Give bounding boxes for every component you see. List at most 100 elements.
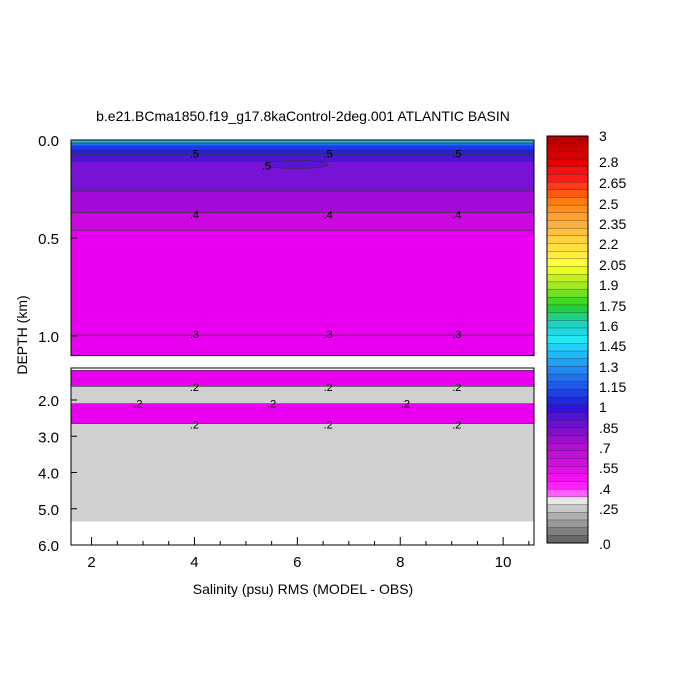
x-axis-label: Salinity (psu) RMS (MODEL - OBS) xyxy=(193,581,413,597)
colorbar-swatch xyxy=(546,304,589,314)
colorbar-label-4: 2.35 xyxy=(599,216,626,232)
upper-contour-label-1: .5 xyxy=(324,149,333,161)
upper-y-tick-label-0: 0.0 xyxy=(38,133,59,150)
colorbar-swatch xyxy=(546,435,589,444)
upper-contour-label-0: .5 xyxy=(190,149,199,161)
upper-band-1 xyxy=(71,142,534,146)
x-axis-ticks: 2 4 6 8 10 xyxy=(87,537,530,571)
colorbar-label-17: .4 xyxy=(599,481,611,497)
upper-band-8 xyxy=(71,230,534,356)
colorbar-swatch xyxy=(546,281,589,291)
upper-contour-label-6: .4 xyxy=(452,209,461,221)
colorbar-swatch xyxy=(546,404,589,413)
lower-contour-label-3: .2 xyxy=(133,399,142,411)
colorbar-label-3: 2.5 xyxy=(599,196,619,212)
colorbar-swatch xyxy=(546,204,589,214)
colorbar-label-19: .0 xyxy=(599,536,611,552)
colorbar-swatch xyxy=(546,151,589,160)
colorbar-label-6: 2.05 xyxy=(599,257,626,273)
lower-band-4 xyxy=(71,423,534,522)
colorbar-swatch xyxy=(546,135,589,145)
x-tick-label-1: 4 xyxy=(190,554,198,571)
lower-y-tick-label-0: 2.0 xyxy=(38,393,59,410)
colorbar-label-0: 3 xyxy=(599,128,607,144)
colorbar-swatch xyxy=(546,143,589,152)
upper-contour-blob xyxy=(264,160,329,169)
colorbar-swatch xyxy=(546,358,589,367)
colorbar-swatch xyxy=(546,450,589,459)
lower-contour-label-2: .2 xyxy=(452,382,461,394)
upper-band-6 xyxy=(71,190,534,213)
upper-contour-label-8: .3 xyxy=(324,329,333,341)
colorbar-swatch xyxy=(546,396,589,406)
colorbar-swatch xyxy=(546,512,589,521)
lower-contour-label-8: .2 xyxy=(452,420,461,432)
colorbar-label-18: .25 xyxy=(599,501,619,517)
colorbar-swatch xyxy=(546,343,589,352)
upper-contour-label-4: .4 xyxy=(190,209,199,221)
lower-contour-label-1: .2 xyxy=(324,382,333,394)
colorbar-swatch xyxy=(546,489,589,498)
colorbar-swatch xyxy=(546,266,589,275)
lower-y-tick-label-3: 5.0 xyxy=(38,502,59,519)
upper-panel: .5 .5 .5 .5 .4 .4 .4 .3 .3 .3 0.0 0.5 1.0 xyxy=(38,133,535,357)
colorbar-swatch xyxy=(546,158,589,168)
colorbar-swatch xyxy=(546,235,589,244)
colorbar-label-14: .85 xyxy=(599,420,619,436)
colorbar-swatch xyxy=(546,220,589,229)
colorbar-swatch xyxy=(546,373,589,383)
colorbar-label-16: .55 xyxy=(599,460,619,476)
colorbar-swatch xyxy=(546,251,589,260)
colorbar-swatch xyxy=(546,527,589,536)
x-tick-label-0: 2 xyxy=(87,554,95,571)
upper-contour-label-3: .5 xyxy=(262,160,271,172)
colorbar-frame xyxy=(546,135,589,544)
colorbar-swatch xyxy=(546,258,589,267)
lower-y-tick-label-1: 3.0 xyxy=(38,429,59,446)
lower-band-0 xyxy=(71,368,534,371)
colorbar-swatch xyxy=(546,197,589,206)
colorbar-swatch xyxy=(546,166,589,175)
colorbar-label-11: 1.3 xyxy=(599,359,619,375)
upper-panel-frame xyxy=(70,139,535,357)
colorbar-swatch xyxy=(546,181,589,191)
colorbar-swatch xyxy=(546,274,589,283)
colorbar-swatch xyxy=(546,496,589,506)
upper-contour-label-9: .3 xyxy=(452,329,461,341)
colorbar-label-13: 1 xyxy=(599,399,607,415)
lower-band-5 xyxy=(71,521,534,545)
colorbar-swatch xyxy=(546,389,589,398)
upper-band-3 xyxy=(71,149,534,155)
colorbar-swatch xyxy=(546,327,589,337)
colorbar-swatch xyxy=(546,212,589,221)
upper-contour-label-5: .4 xyxy=(324,209,333,221)
lower-band-3 xyxy=(71,403,534,424)
colorbar-swatch xyxy=(546,335,589,344)
colorbar-swatch xyxy=(546,350,589,360)
colorbar-swatch xyxy=(546,466,589,475)
colorbar-swatch xyxy=(546,289,589,298)
colorbar-swatch xyxy=(546,481,589,490)
colorbar-swatch xyxy=(546,473,589,483)
upper-band-0 xyxy=(71,140,534,143)
lower-band-2 xyxy=(71,386,534,404)
colorbar-label-10: 1.45 xyxy=(599,338,626,354)
colorbar-swatch xyxy=(546,381,589,390)
colorbar-swatch xyxy=(546,297,589,306)
colorbar-label-1: 2.8 xyxy=(599,154,619,170)
colorbar-label-5: 2.2 xyxy=(599,236,619,252)
lower-band-1 xyxy=(71,370,534,387)
colorbar-label-12: 1.15 xyxy=(599,379,626,395)
colorbar-label-9: 1.6 xyxy=(599,318,619,334)
colorbar-label-7: 1.9 xyxy=(599,277,619,293)
x-tick-label-4: 10 xyxy=(495,554,512,571)
colorbar-swatch xyxy=(546,443,589,452)
lower-y-tick-label-4: 6.0 xyxy=(38,538,59,555)
colorbar-swatch xyxy=(546,174,589,183)
colorbar-swatch xyxy=(546,366,589,375)
colorbar-label-2: 2.65 xyxy=(599,175,626,191)
colorbar-swatch xyxy=(546,312,589,321)
colorbar-swatch xyxy=(546,535,589,544)
upper-band-2 xyxy=(71,145,534,150)
colorbar-swatch xyxy=(546,243,589,252)
